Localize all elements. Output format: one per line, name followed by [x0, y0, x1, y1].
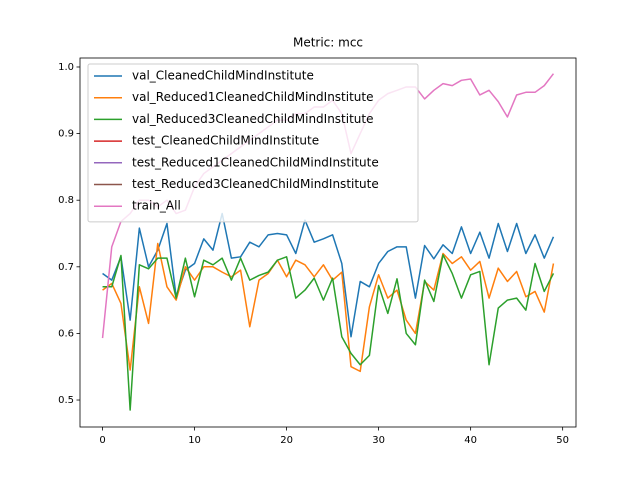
y-tick-label: 0.9	[58, 129, 74, 140]
series-line	[102, 254, 555, 411]
legend-label: test_Reduced3CleanedChildMindInstitute	[132, 177, 379, 191]
y-tick-label: 0.6	[58, 328, 74, 339]
x-tick-label: 30	[372, 435, 385, 446]
chart-title: Metric: mcc	[293, 36, 363, 50]
y-tick-label: 1.0	[58, 62, 74, 73]
x-tick-label: 10	[188, 435, 201, 446]
plot-frame	[79, 57, 577, 428]
legend-box	[87, 63, 419, 223]
y-tick-label: 0.7	[58, 262, 74, 273]
x-tick-label: 0	[99, 435, 105, 446]
x-tick-label: 20	[280, 435, 293, 446]
legend-label: val_Reduced1CleanedChildMindInstitute	[132, 90, 374, 104]
legend-label: test_Reduced1CleanedChildMindInstitute	[132, 155, 379, 169]
legend-label: val_Reduced3CleanedChildMindInstitute	[132, 112, 374, 126]
legend-label: val_CleanedChildMindInstitute	[132, 69, 314, 83]
x-tick-label: 50	[556, 435, 569, 446]
y-tick-label: 0.5	[58, 395, 74, 406]
legend-label: train_All	[132, 199, 181, 213]
legend-label: test_CleanedChildMindInstitute	[132, 134, 319, 148]
y-tick-label: 0.8	[58, 195, 74, 206]
x-tick-label: 40	[464, 435, 477, 446]
